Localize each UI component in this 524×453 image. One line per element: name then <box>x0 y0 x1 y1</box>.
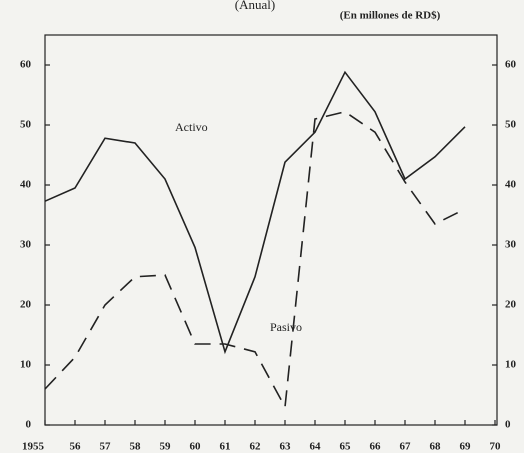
y-tick-label-right: 0 <box>505 419 511 431</box>
x-tick-label: 63 <box>280 441 292 453</box>
y-tick-label: 20 <box>20 299 32 311</box>
y-tick-label-right: 50 <box>505 119 517 131</box>
x-tick-label: 67 <box>400 441 412 453</box>
x-tick-label: 64 <box>310 441 322 453</box>
x-tick-label: 69 <box>460 441 472 453</box>
y-tick-label: 30 <box>20 239 32 251</box>
chart-subtitle: (Anual) <box>235 0 275 12</box>
y-tick-label-right: 10 <box>505 359 517 371</box>
x-tick-label: 59 <box>160 441 172 453</box>
y-tick-label-right: 60 <box>505 59 517 71</box>
plot-frame <box>44 34 498 426</box>
y-tick-label-right: 30 <box>505 239 517 251</box>
x-tick-label: 1955 <box>22 441 45 453</box>
y-tick-label-right: 40 <box>505 179 517 191</box>
x-tick-label: 65 <box>340 441 352 453</box>
y-tick-label: 60 <box>20 59 32 71</box>
series-label: Activo <box>175 120 208 134</box>
y-tick-label: 50 <box>20 119 32 131</box>
y-tick-label: 40 <box>20 179 32 191</box>
y-tick-label: 0 <box>26 419 32 431</box>
x-tick-label: 58 <box>130 441 142 453</box>
y-tick-label-right: 20 <box>505 299 517 311</box>
series-label: Pasivo <box>270 320 302 334</box>
x-tick-label: 61 <box>220 441 231 453</box>
x-tick-label: 60 <box>190 441 202 453</box>
x-tick-label: 62 <box>250 441 262 453</box>
x-tick-label: 70 <box>490 441 502 453</box>
x-tick-label: 68 <box>430 441 442 453</box>
series-line <box>44 70 466 355</box>
series-line <box>44 110 466 410</box>
y-tick-label: 10 <box>20 359 32 371</box>
x-tick-label: 57 <box>100 441 112 453</box>
x-tick-label: 66 <box>370 441 382 453</box>
units-label: (En millones de RD$) <box>340 10 441 22</box>
x-tick-label: 56 <box>70 441 82 453</box>
